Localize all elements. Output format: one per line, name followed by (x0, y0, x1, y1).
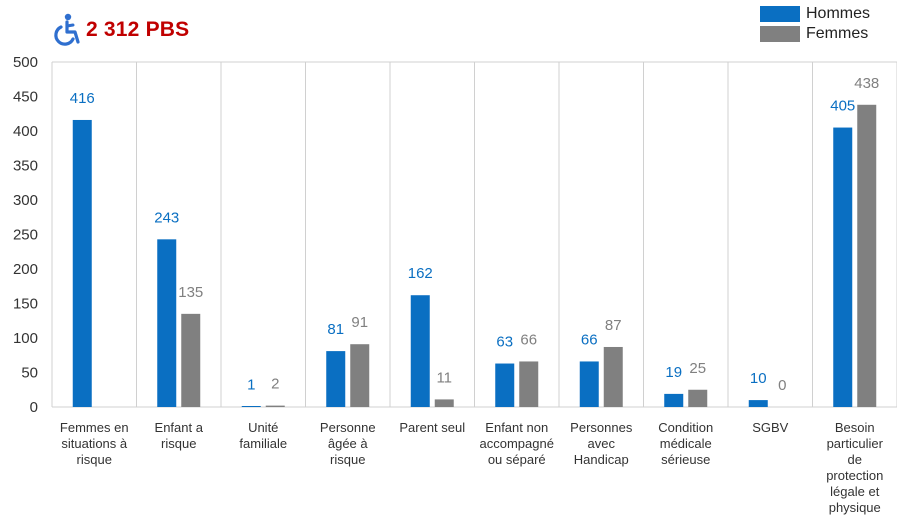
x-tick-label-line: familiale (239, 436, 287, 451)
x-tick-label: Condition médicale sérieuse (658, 420, 713, 467)
x-tick-label-line: protection (826, 468, 883, 483)
bar-femmes (603, 346, 623, 407)
x-tick-label-line: sérieuse (661, 452, 710, 467)
bar-femmes (519, 361, 539, 407)
legend-item-femmes: Femmes (760, 24, 870, 44)
x-tick-label-line: âgée à (328, 436, 369, 451)
y-tick-label: 50 (21, 365, 38, 382)
x-tick-label: SGBV (752, 420, 788, 435)
bar-hommes (157, 239, 177, 407)
bar-hommes (495, 363, 515, 407)
data-label-femmes: 66 (520, 331, 537, 348)
bar-hommes (579, 361, 599, 407)
data-label-hommes: 19 (665, 364, 682, 381)
x-tick-label: Personnes avec Handicap (570, 420, 633, 467)
x-tick-label-line: de (848, 452, 862, 467)
bar-hommes (748, 400, 768, 407)
x-tick-label-line: Personnes (570, 420, 633, 435)
data-label-hommes: 66 (581, 331, 598, 348)
bar-femmes (857, 104, 877, 407)
x-tick-label-line: ou séparé (488, 452, 546, 467)
y-tick-label: 450 (13, 89, 38, 106)
bar-hommes (72, 119, 92, 408)
x-tick-label-line: Femmes en (60, 420, 129, 435)
x-tick-label-line: médicale (660, 436, 712, 451)
bar-femmes (350, 344, 370, 407)
data-label-hommes: 243 (154, 209, 179, 226)
bar-femmes (434, 399, 454, 407)
data-label-femmes: 135 (178, 284, 203, 301)
data-label-femmes: 438 (854, 75, 879, 92)
x-tick-label: Enfant a risque (155, 420, 204, 451)
data-label-hommes: 63 (496, 334, 513, 351)
x-tick-label-line: Unité (248, 420, 278, 435)
legend: Hommes Femmes (760, 4, 870, 44)
page-title: 2 312 PBS (86, 18, 190, 41)
y-tick-label: 350 (13, 158, 38, 175)
x-tick-label-line: Handicap (574, 452, 629, 467)
x-tick-label: Unité familiale (239, 420, 287, 451)
x-tick-label-line: SGBV (752, 420, 788, 435)
legend-label-hommes: Hommes (806, 5, 871, 22)
bar-femmes (688, 389, 708, 407)
x-tick-label-line: Besoin (835, 420, 875, 435)
bar-femmes (181, 313, 201, 407)
bar-hommes (664, 393, 684, 407)
bar-hommes (410, 295, 430, 407)
data-label-femmes: 87 (605, 317, 622, 334)
y-tick-label: 0 (30, 399, 38, 416)
x-tick-label-line: Enfant non (485, 420, 548, 435)
x-tick-label-line: légale et (830, 484, 880, 499)
x-tick-label: Femmes en situations à risque (60, 420, 129, 467)
data-label-hommes: 416 (70, 90, 95, 107)
bar-hommes (241, 406, 261, 407)
x-tick-label-line: avec (588, 436, 616, 451)
x-tick-label-line: risque (161, 436, 196, 451)
bar-femmes (265, 405, 285, 407)
data-label-hommes: 405 (830, 98, 855, 115)
x-tick-label-line: risque (77, 452, 112, 467)
y-tick-label: 400 (13, 123, 38, 140)
x-tick-label-line: Parent seul (399, 420, 465, 435)
x-tick-label-line: Condition (658, 420, 713, 435)
x-tick-label-line: situations à (61, 436, 128, 451)
x-tick-label-line: physique (829, 500, 881, 515)
data-label-hommes: 10 (750, 370, 767, 387)
x-tick-label: Besoin particulier de protection légale et ph… (826, 420, 883, 515)
y-tick-label: 100 (13, 330, 38, 347)
data-label-femmes: 91 (351, 314, 368, 331)
x-tick-label-line: Enfant a (155, 420, 204, 435)
x-tick-label: Personne âgée à risque (320, 420, 376, 467)
x-tick-label-line: accompagné (480, 436, 554, 451)
legend-swatch-hommes (760, 6, 800, 22)
bar-hommes (326, 351, 346, 407)
data-label-hommes: 1 (247, 376, 255, 393)
legend-item-hommes: Hommes (760, 4, 870, 24)
data-label-femmes: 25 (689, 360, 706, 377)
legend-swatch-femmes (760, 26, 800, 42)
data-label-hommes: 162 (408, 265, 433, 282)
x-tick-label: Enfant non accompagné ou séparé (480, 420, 554, 467)
legend-label-femmes: Femmes (806, 25, 869, 42)
data-label-femmes: 0 (778, 377, 786, 394)
bar-hommes (833, 127, 853, 408)
y-tick-label: 200 (13, 261, 38, 278)
x-tick-label: Parent seul (399, 420, 465, 435)
x-tick-label-line: Personne (320, 420, 376, 435)
data-label-femmes: 2 (271, 376, 279, 393)
y-tick-label: 300 (13, 192, 38, 209)
x-tick-label-line: particulier (827, 436, 884, 451)
y-tick-label: 150 (13, 296, 38, 313)
wheelchair-icon (54, 13, 80, 46)
header: 2 312 PBS (46, 10, 189, 50)
y-tick-label: 250 (13, 227, 38, 244)
data-label-hommes: 81 (327, 321, 344, 338)
x-tick-label-line: risque (330, 452, 365, 467)
data-label-femmes: 11 (436, 369, 452, 386)
y-tick-label: 500 (13, 54, 38, 71)
